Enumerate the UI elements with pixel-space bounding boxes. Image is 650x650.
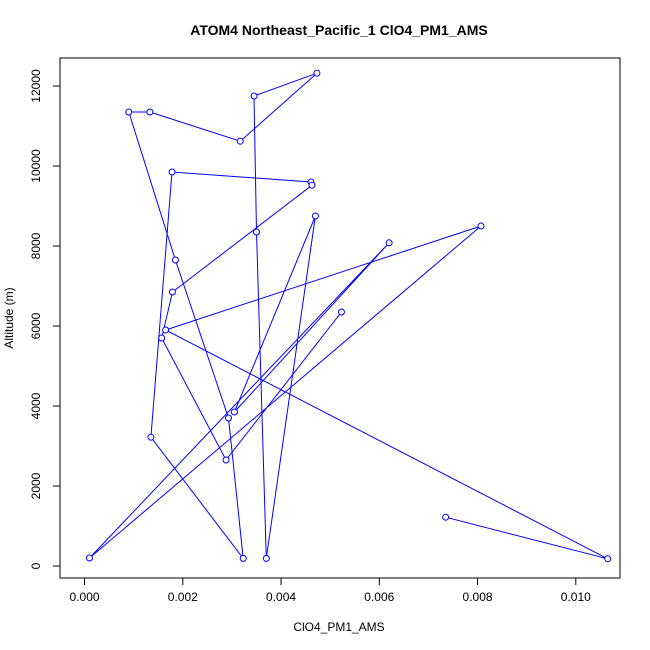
data-point xyxy=(168,168,176,176)
data-point xyxy=(171,256,179,264)
data-point xyxy=(239,554,247,562)
data-point xyxy=(168,288,176,296)
data-point xyxy=(162,326,170,334)
data-point xyxy=(224,414,232,422)
x-tick-label: 0.002 xyxy=(168,590,198,604)
x-tick-label: 0.008 xyxy=(463,590,493,604)
data-point xyxy=(385,239,393,247)
data-point xyxy=(337,308,345,316)
x-tick-label: 0.006 xyxy=(364,590,394,604)
y-axis: 0 2000 4000 6000 8000 10000 12000 xyxy=(29,69,61,569)
data-point xyxy=(604,555,612,563)
data-point xyxy=(262,554,270,562)
data-point xyxy=(250,92,258,100)
y-tick-label: 0 xyxy=(29,562,43,569)
data-point xyxy=(85,554,93,562)
data-point xyxy=(442,513,450,521)
data-point xyxy=(147,433,155,441)
data-point xyxy=(477,222,485,230)
chart-title: ATOM4 Northeast_Pacific_1 ClO4_PM1_AMS xyxy=(190,22,487,38)
y-tick-label: 12000 xyxy=(29,69,43,103)
data-point xyxy=(308,181,316,189)
data-point xyxy=(125,108,133,116)
x-axis: 0.000 0.002 0.004 0.006 0.008 0.010 xyxy=(70,577,591,604)
data-point xyxy=(311,212,319,220)
data-point xyxy=(230,408,238,416)
y-tick-label: 2000 xyxy=(29,472,43,499)
y-tick-label: 4000 xyxy=(29,392,43,419)
data-point xyxy=(146,108,154,116)
y-tick-label: 8000 xyxy=(29,232,43,259)
data-point xyxy=(252,228,260,236)
series-layer xyxy=(85,69,612,563)
data-point xyxy=(236,137,244,145)
x-tick-label: 0.000 xyxy=(70,590,100,604)
y-tick-label: 6000 xyxy=(29,312,43,339)
data-point xyxy=(158,334,166,342)
x-tick-label: 0.010 xyxy=(561,590,591,604)
y-axis-label: Altitude (m) xyxy=(2,287,16,348)
data-point xyxy=(222,456,230,464)
x-axis-label: ClO4_PM1_AMS xyxy=(293,620,384,634)
y-tick-label: 10000 xyxy=(29,149,43,183)
x-tick-label: 0.004 xyxy=(266,590,296,604)
data-point xyxy=(313,69,321,77)
